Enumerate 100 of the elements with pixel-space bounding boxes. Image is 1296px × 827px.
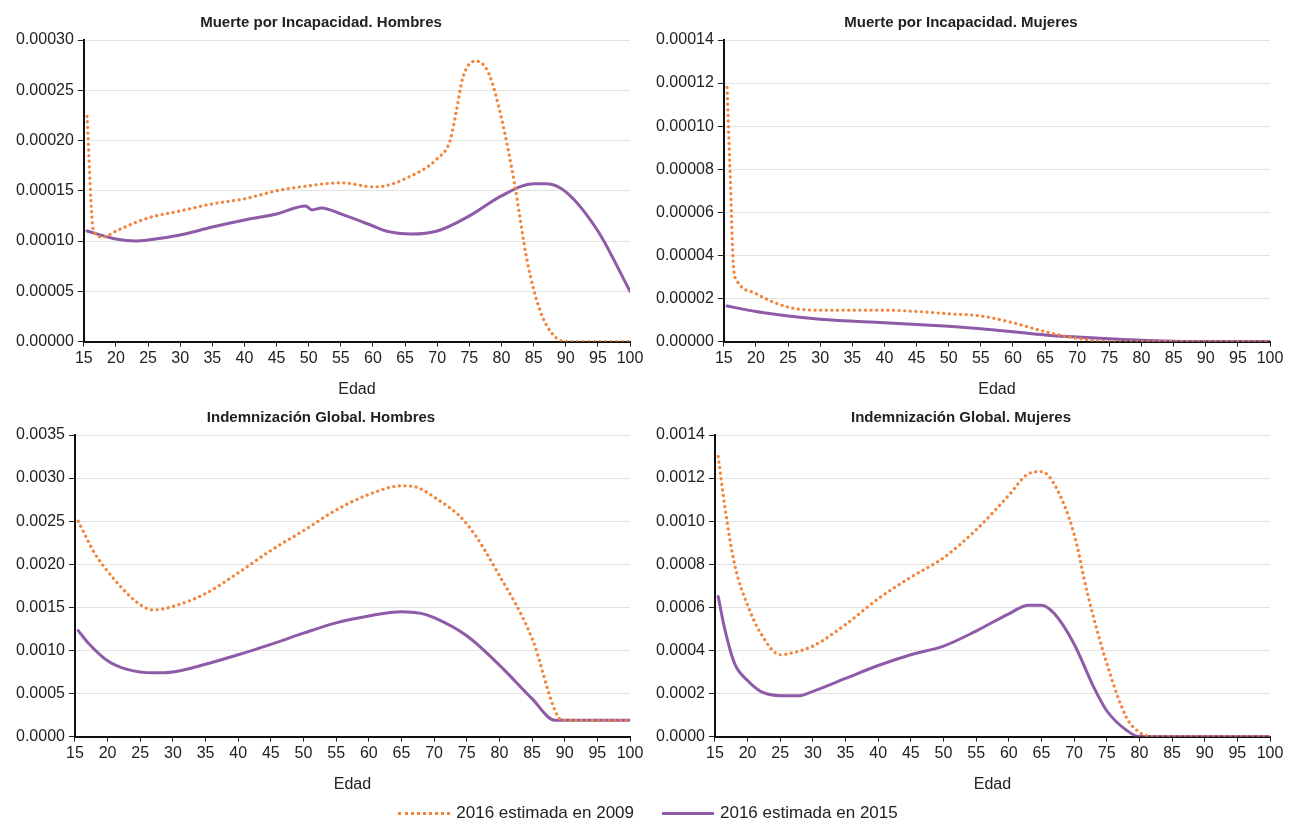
- x-tick-label: 30: [171, 348, 190, 366]
- x-axis-title: Edad: [973, 774, 1012, 792]
- x-tick-label: 65: [396, 348, 415, 366]
- y-tick-label: 0.0006: [656, 597, 706, 615]
- chart-title: Indemnización Global. Mujeres: [850, 408, 1072, 426]
- y-tick-label: 0.00025: [15, 80, 74, 98]
- y-tick-label: 0.0015: [16, 597, 66, 615]
- x-tick-label: 95: [1228, 743, 1247, 761]
- x-tick-label: 20: [738, 743, 757, 761]
- x-tick-label: 100: [1256, 348, 1284, 366]
- x-tick-label: 80: [492, 348, 511, 366]
- y-tick-label: 0.00006: [655, 202, 714, 220]
- y-tick-label: 0.0025: [16, 511, 66, 529]
- x-tick-label: 95: [1228, 348, 1247, 366]
- x-tick-label: 75: [457, 743, 476, 761]
- x-tick-label: 65: [1036, 348, 1055, 366]
- y-tick-label: 0.00020: [15, 130, 74, 148]
- y-tick-label: 0.0012: [656, 468, 706, 486]
- y-tick-label: 0.00030: [15, 30, 74, 48]
- x-tick-label: 85: [524, 348, 543, 366]
- x-tick-label: 85: [1163, 743, 1182, 761]
- x-tick-label: 80: [1132, 348, 1151, 366]
- y-tick-label: 0.0030: [16, 468, 66, 486]
- line-series: [76, 610, 630, 722]
- x-axis-title: Edad: [978, 379, 1016, 397]
- y-tick-label: 0.0010: [16, 640, 66, 658]
- x-tick-label: 15: [706, 743, 724, 761]
- x-tick-label: 40: [229, 743, 248, 761]
- x-tick-label: 60: [364, 348, 382, 366]
- x-tick-label: 45: [261, 743, 280, 761]
- x-tick-label: 30: [163, 743, 182, 761]
- x-tick-label: 70: [1068, 348, 1087, 366]
- legend-label: 2016 estimada en 2009: [456, 803, 634, 823]
- x-tick-label: 75: [1097, 743, 1116, 761]
- x-tick-label: 80: [1130, 743, 1149, 761]
- y-tick-label: 0.00005: [15, 281, 74, 299]
- x-tick-label: 75: [1100, 348, 1119, 366]
- x-tick-label: 20: [747, 348, 765, 366]
- x-tick-label: 60: [999, 743, 1018, 761]
- y-tick-label: 0.00004: [655, 245, 714, 263]
- x-tick-label: 35: [843, 348, 862, 366]
- x-tick-label: 45: [901, 743, 920, 761]
- x-tick-label: 60: [359, 743, 378, 761]
- y-tick-label: 0.0008: [656, 554, 706, 572]
- y-tick-label: 0.0010: [656, 511, 706, 529]
- y-tick-label: 0.00002: [655, 288, 714, 306]
- x-tick-label: 30: [803, 743, 822, 761]
- y-tick-label: 0.0000: [656, 727, 706, 745]
- y-tick-label: 0.00014: [655, 30, 714, 48]
- y-tick-label: 0.00010: [15, 231, 74, 249]
- x-tick-label: 55: [971, 348, 990, 366]
- line-series: [76, 484, 630, 722]
- x-tick-label: 65: [1032, 743, 1051, 761]
- x-tick-label: 90: [1195, 743, 1214, 761]
- chart-title: Muerte por Incapacidad. Mujeres: [844, 13, 1078, 31]
- x-tick-label: 100: [1256, 743, 1284, 761]
- x-axis-title: Edad: [333, 774, 372, 792]
- x-tick-label: 20: [98, 743, 117, 761]
- x-tick-label: 40: [235, 348, 254, 366]
- x-tick-label: 80: [490, 743, 509, 761]
- x-tick-label: 15: [74, 348, 93, 366]
- y-tick-label: 0.00008: [655, 159, 714, 177]
- legend-label: 2016 estimada en 2015: [720, 803, 898, 823]
- x-tick-label: 35: [836, 743, 855, 761]
- y-tick-label: 0.0014: [656, 425, 706, 443]
- y-tick-label: 0.0020: [16, 554, 66, 572]
- x-tick-label: 50: [939, 348, 958, 366]
- x-tick-label: 55: [327, 743, 346, 761]
- x-tick-label: 25: [771, 743, 790, 761]
- y-tick-label: 0.00012: [655, 73, 714, 91]
- x-tick-label: 15: [714, 348, 733, 366]
- x-tick-label: 55: [331, 348, 350, 366]
- y-tick-label: 0.00000: [655, 332, 714, 350]
- x-tick-label: 100: [616, 348, 644, 366]
- line-series: [85, 182, 630, 293]
- x-tick-label: 15: [66, 743, 84, 761]
- x-tick-label: 50: [934, 743, 953, 761]
- x-tick-label: 50: [299, 348, 318, 366]
- x-axis-title: Edad: [338, 379, 376, 397]
- x-tick-label: 30: [811, 348, 830, 366]
- x-tick-label: 90: [555, 743, 574, 761]
- x-tick-label: 35: [196, 743, 215, 761]
- x-tick-label: 40: [875, 348, 894, 366]
- y-tick-label: 0.00015: [15, 181, 74, 199]
- x-tick-label: 85: [523, 743, 542, 761]
- y-tick-label: 0.0000: [16, 727, 66, 745]
- x-tick-label: 60: [1004, 348, 1022, 366]
- y-tick-label: 0.00010: [655, 116, 714, 134]
- chart-title: Indemnización Global. Hombres: [206, 408, 436, 426]
- x-tick-label: 20: [107, 348, 125, 366]
- x-tick-label: 75: [460, 348, 479, 366]
- x-tick-label: 55: [967, 743, 986, 761]
- y-tick-label: 0.0005: [16, 683, 66, 701]
- x-tick-label: 70: [1065, 743, 1084, 761]
- x-tick-label: 45: [267, 348, 286, 366]
- x-tick-label: 50: [294, 743, 313, 761]
- y-tick-label: 0.0002: [656, 683, 706, 701]
- chart-title: Muerte por Incapacidad. Hombres: [200, 13, 442, 31]
- x-tick-label: 25: [779, 348, 798, 366]
- x-tick-label: 25: [131, 743, 150, 761]
